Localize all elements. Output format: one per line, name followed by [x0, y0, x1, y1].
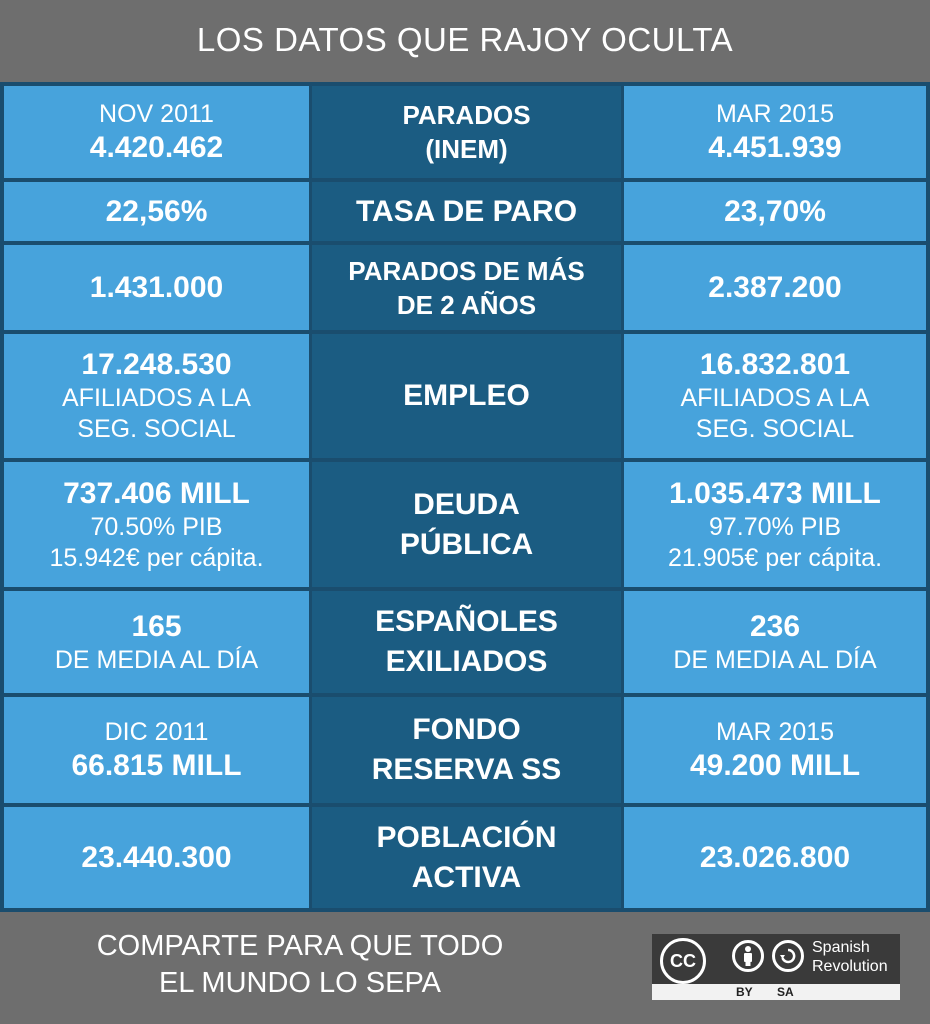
label-line: DE 2 AÑOS: [396, 289, 537, 320]
table-row: 737.406 MILL 70.50% PIB 15.942€ per cápi…: [0, 462, 930, 587]
left-value: 4.420.462: [89, 130, 224, 164]
left-sub: 70.50% PIB: [90, 512, 223, 541]
left-value: 66.815 MILL: [71, 748, 242, 782]
row-label: DEUDA PÚBLICA: [312, 462, 621, 587]
row-label: POBLACIÓN ACTIVA: [312, 807, 621, 908]
row-label: EMPLEO: [312, 334, 621, 458]
table-row: 22,56% TASA DE PARO 23,70%: [0, 182, 930, 241]
left-date: DIC 2011: [104, 717, 209, 746]
row-label: PARADOS (INEM): [312, 86, 621, 178]
label-line: DEUDA: [413, 487, 520, 521]
right-sub: 97.70% PIB: [708, 512, 842, 541]
label-line: EMPLEO: [403, 379, 530, 412]
by-label: BY: [736, 985, 753, 999]
right-sub: SEG. SOCIAL: [695, 415, 855, 443]
label-line: (INEM): [425, 134, 508, 164]
table-row: NOV 2011 4.420.462 PARADOS (INEM) MAR 20…: [0, 86, 930, 178]
left-cell: 22,56%: [4, 182, 309, 241]
right-cell: 23,70%: [624, 182, 926, 241]
brand-line: Spanish: [812, 939, 870, 956]
label-line: POBLACIÓN: [376, 820, 557, 854]
label-line: EXILIADOS: [385, 645, 548, 678]
right-cell: 16.832.801 AFILIADOS A LA SEG. SOCIAL: [624, 334, 926, 458]
left-sub: SEG. SOCIAL: [77, 415, 236, 443]
table-row: 17.248.530 AFILIADOS A LA SEG. SOCIAL EM…: [0, 334, 930, 458]
data-table: NOV 2011 4.420.462 PARADOS (INEM) MAR 20…: [0, 82, 930, 912]
right-value: 16.832.801: [699, 348, 851, 381]
license-strip: [652, 984, 900, 1000]
right-cell: 2.387.200: [624, 245, 926, 330]
left-sub: 15.942€ per cápita.: [49, 543, 264, 572]
right-value: 23.026.800: [699, 840, 851, 874]
right-value: 4.451.939: [708, 130, 842, 164]
left-value: 17.248.530: [81, 348, 232, 381]
attribution-icon: [732, 940, 764, 972]
left-sub: AFILIADOS A LA: [62, 384, 251, 412]
left-date: NOV 2011: [99, 99, 214, 128]
right-date: MAR 2015: [715, 99, 835, 128]
right-value: 2.387.200: [708, 270, 842, 304]
row-label: PARADOS DE MÁS DE 2 AÑOS: [312, 245, 621, 330]
left-sub: DE MEDIA AL DÍA: [54, 645, 259, 674]
right-sub: 21.905€ per cápita.: [667, 543, 883, 572]
right-value: 1.035.473 MILL: [669, 476, 881, 510]
right-sub: DE MEDIA AL DÍA: [673, 645, 877, 674]
left-cell: NOV 2011 4.420.462: [4, 86, 309, 178]
right-sub: AFILIADOS A LA: [680, 384, 870, 412]
label-line: ACTIVA: [411, 860, 522, 894]
brand-line: Revolution: [812, 958, 888, 975]
left-value: 23.440.300: [81, 840, 232, 874]
label-line: FONDO: [412, 713, 521, 746]
right-value: 236: [749, 609, 801, 643]
right-cell: MAR 2015 4.451.939: [624, 86, 926, 178]
label-line: PÚBLICA: [399, 527, 534, 561]
brand-name: Spanish Revolution: [812, 938, 888, 976]
left-cell: 17.248.530 AFILIADOS A LA SEG. SOCIAL: [4, 334, 309, 458]
sa-label: SA: [777, 985, 794, 999]
table-row: 23.440.300 POBLACIÓN ACTIVA 23.026.800: [0, 807, 930, 908]
table-row: 1.431.000 PARADOS DE MÁS DE 2 AÑOS 2.387…: [0, 245, 930, 330]
label-line: PARADOS: [402, 100, 531, 130]
left-value: 737.406 MILL: [63, 476, 250, 510]
right-value: 23,70%: [724, 194, 826, 228]
share-line: EL MUNDO LO SEPA: [158, 967, 441, 999]
label-line: RESERVA SS: [371, 753, 562, 786]
share-message: COMPARTE PARA QUE TODO EL MUNDO LO SEPA: [30, 928, 570, 1002]
left-cell: 23.440.300: [4, 807, 309, 908]
row-label: ESPAÑOLES EXILIADOS: [312, 591, 621, 693]
person-icon: [744, 946, 752, 966]
left-value: 165: [131, 609, 182, 643]
label-line: ESPAÑOLES: [375, 605, 558, 638]
left-cell: 1.431.000: [4, 245, 309, 330]
right-cell: MAR 2015 49.200 MILL: [624, 697, 926, 803]
left-cell: 737.406 MILL 70.50% PIB 15.942€ per cápi…: [4, 462, 309, 587]
share-alike-arrow-icon: [780, 948, 796, 964]
license-badge: CC Spanish Revolution BY SA: [652, 934, 900, 1000]
row-label: FONDO RESERVA SS: [312, 697, 621, 803]
table-row: DIC 2011 66.815 MILL FONDO RESERVA SS MA…: [0, 697, 930, 803]
row-label: TASA DE PARO: [312, 182, 621, 241]
page-title: LOS DATOS QUE RAJOY OCULTA: [196, 21, 734, 58]
left-value: 1.431.000: [89, 270, 224, 304]
left-cell: DIC 2011 66.815 MILL: [4, 697, 309, 803]
right-cell: 1.035.473 MILL 97.70% PIB 21.905€ per cá…: [624, 462, 926, 587]
left-cell: 165 DE MEDIA AL DÍA: [4, 591, 309, 693]
right-cell: 236 DE MEDIA AL DÍA: [624, 591, 926, 693]
share-line: COMPARTE PARA QUE TODO: [96, 930, 504, 962]
right-date: MAR 2015: [715, 717, 835, 746]
table-row: 165 DE MEDIA AL DÍA ESPAÑOLES EXILIADOS …: [0, 591, 930, 693]
left-value: 22,56%: [105, 194, 208, 228]
right-value: 49.200 MILL: [689, 748, 861, 782]
label-line: PARADOS DE MÁS: [348, 255, 585, 286]
label-line: TASA DE PARO: [355, 194, 578, 228]
creative-commons-icon: CC: [660, 938, 706, 984]
share-alike-icon: [772, 940, 804, 972]
right-cell: 23.026.800: [624, 807, 926, 908]
